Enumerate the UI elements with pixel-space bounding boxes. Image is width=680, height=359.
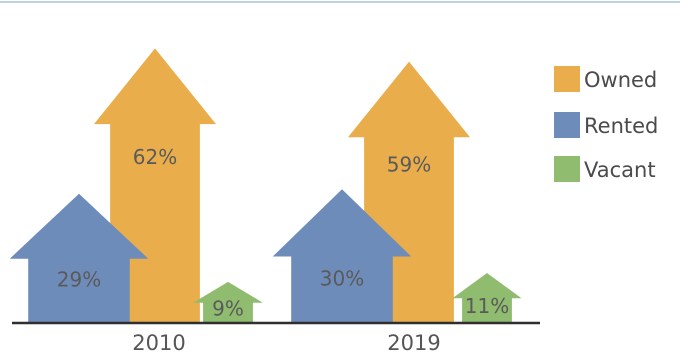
legend-label-vacant: Vacant [584, 158, 656, 182]
vacant-mark-2019 [452, 272, 522, 323]
owned-value-label-2010: 62% [133, 145, 177, 169]
legend-item-rented: Rented [554, 112, 658, 138]
category-label-2010: 2010 [132, 331, 185, 355]
legend-swatch-vacant [554, 156, 580, 182]
rented-mark-2019 [272, 189, 412, 323]
group-2019: 59% 30% 11% [272, 61, 522, 323]
vacant-value-label-2010: 9% [212, 297, 244, 321]
category-label-2019: 2019 [387, 331, 440, 355]
legend-label-rented: Rented [584, 114, 658, 138]
legend-label-owned: Owned [584, 68, 657, 92]
legend-item-owned: Owned [554, 66, 657, 92]
legend-swatch-owned [554, 66, 580, 92]
legend-swatch-rented [554, 112, 580, 138]
owned-value-label-2019: 59% [387, 153, 431, 177]
chart-marks: 62% 29% 9% 59% 30% 11% [9, 48, 522, 323]
group-2010: 62% 29% 9% [9, 48, 263, 323]
rented-mark-2010 [9, 193, 149, 323]
rented-value-label-2019: 30% [320, 266, 364, 290]
rented-value-label-2010: 29% [57, 268, 101, 292]
legend-item-vacant: Vacant [554, 156, 656, 182]
vacant-value-label-2019: 11% [465, 294, 509, 318]
vacant-mark-2010 [193, 281, 263, 323]
legend: Owned Rented Vacant [554, 66, 658, 182]
category-labels: 2010 2019 [132, 331, 440, 355]
